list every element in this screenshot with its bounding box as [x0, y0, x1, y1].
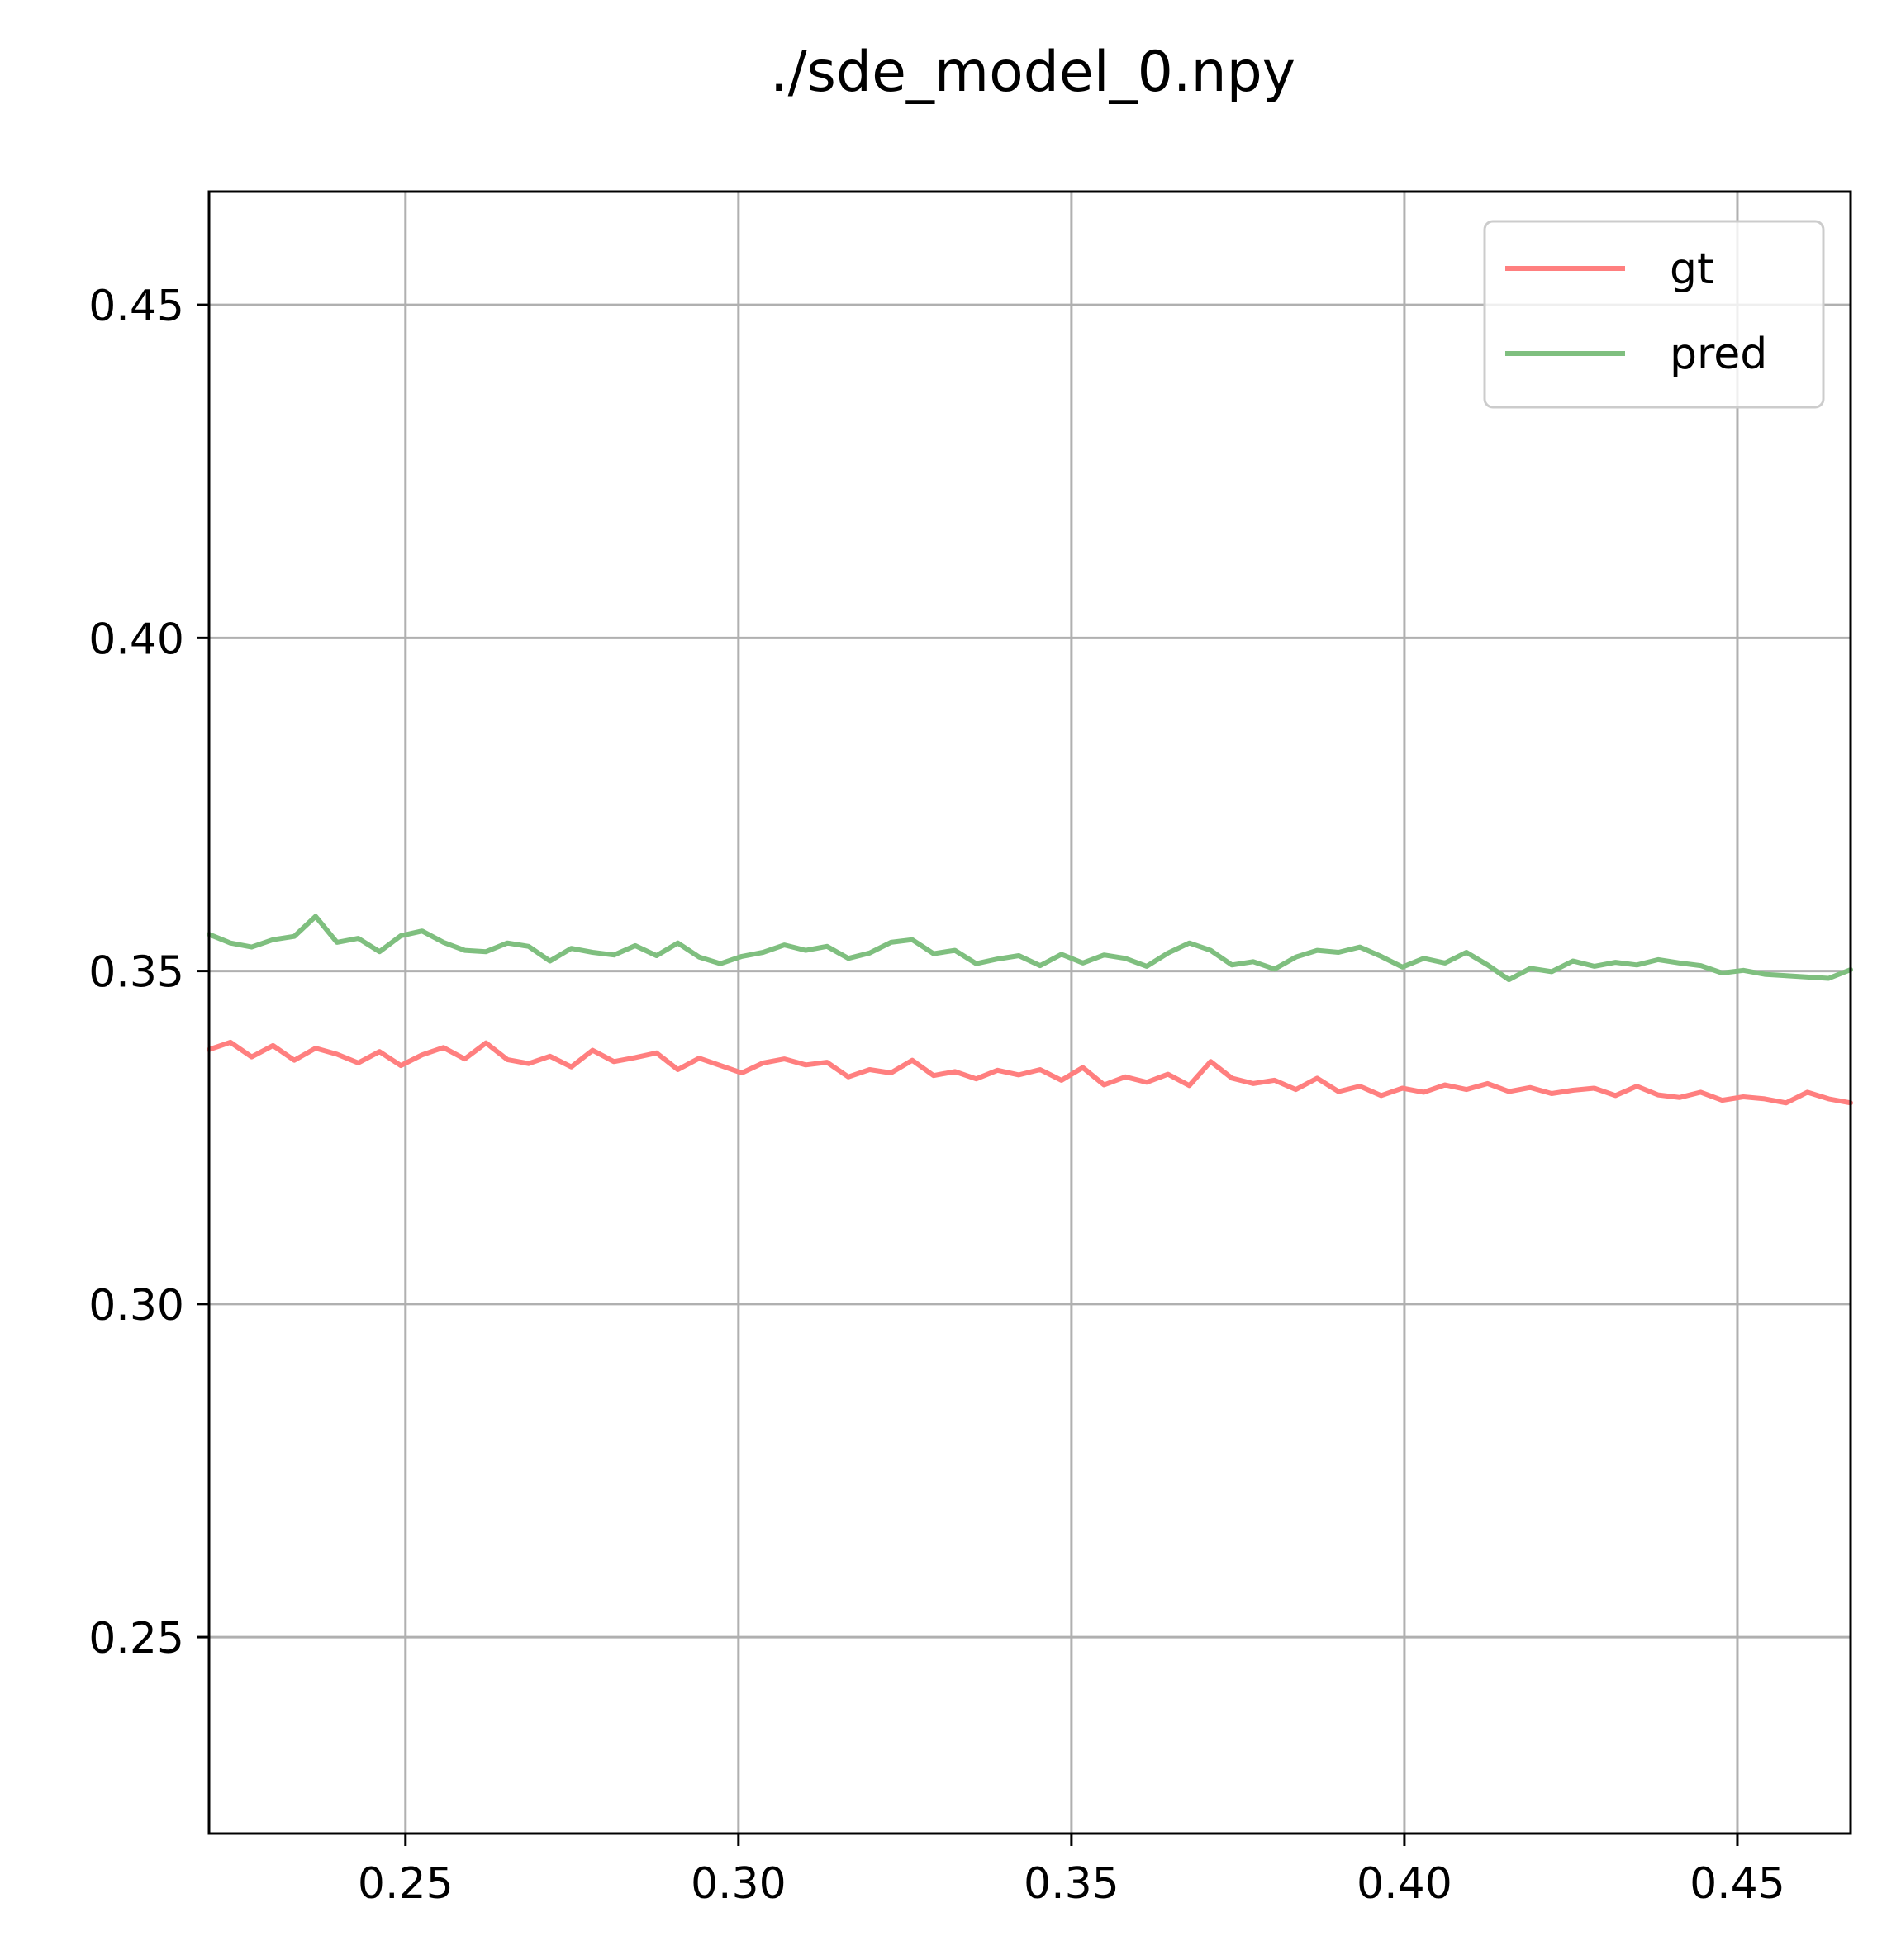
x-tick-label: 0.45	[1690, 1859, 1785, 1909]
legend-box	[1483, 220, 1825, 409]
y-tick-label: 0.40	[88, 615, 184, 664]
series-line-pred	[207, 914, 1853, 983]
x-tick-label: 0.25	[358, 1859, 454, 1909]
series-layer	[207, 914, 1853, 1106]
y-tick-label: 0.25	[88, 1614, 184, 1663]
x-axis-ticks: 0.25 0.30 0.35 0.40 0.45	[358, 1834, 1785, 1909]
plot-frame	[207, 190, 1852, 1835]
x-tick-label: 0.35	[1024, 1859, 1119, 1909]
legend: gt pred	[1483, 220, 1825, 409]
y-tick-label: 0.35	[88, 948, 184, 998]
chart-title: ./sde_model_0.npy	[770, 40, 1295, 105]
y-axis-ticks: 0.25 0.30 0.35 0.40 0.45	[88, 282, 209, 1663]
y-tick-label: 0.30	[88, 1281, 184, 1331]
x-tick-label: 0.40	[1357, 1859, 1452, 1909]
legend-label-pred: pred	[1670, 330, 1767, 379]
y-tick-label: 0.45	[88, 282, 184, 331]
x-tick-label: 0.30	[691, 1859, 787, 1909]
grid-lines	[209, 192, 1851, 1834]
series-line-gt	[207, 1039, 1853, 1106]
legend-label-gt: gt	[1670, 244, 1713, 294]
